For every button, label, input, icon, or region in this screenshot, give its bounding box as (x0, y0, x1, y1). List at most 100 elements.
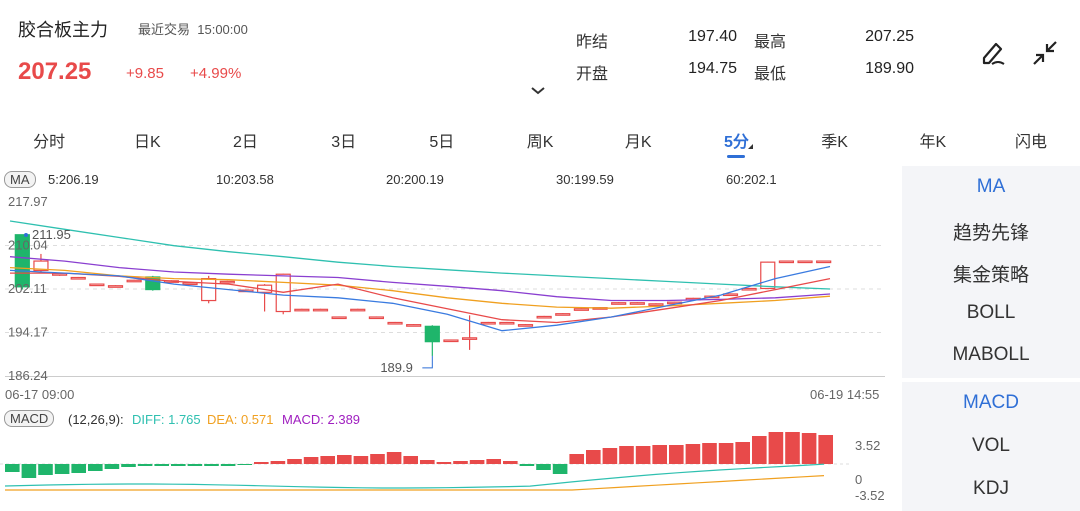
macd-bar (220, 464, 236, 466)
macd-bar (503, 461, 518, 464)
tab-label: 5分 (723, 134, 749, 151)
ma30-value: 30:199.59 (556, 172, 614, 187)
draw-pen-icon[interactable] (978, 38, 1008, 68)
candle-body (219, 280, 235, 284)
macd-bar (54, 464, 70, 474)
macd-bar (702, 443, 717, 464)
macd-bar (768, 432, 784, 464)
macd-bar (752, 436, 767, 464)
candle-body (89, 283, 105, 287)
stat-value-prev-settle: 197.40 (688, 28, 737, 45)
macd-bar (403, 456, 418, 464)
candle-body (778, 260, 795, 264)
macd-params: (12,26,9): (68, 412, 124, 427)
sub-indicator-panel: MACD VOL KDJ (902, 382, 1080, 511)
tab-label: 月K (624, 134, 652, 151)
indicator-trend-pioneer[interactable]: 趋势先锋 (952, 223, 1029, 244)
candle-body (480, 321, 496, 325)
candle-body (126, 279, 142, 283)
tab-1[interactable]: 日K (98, 120, 196, 160)
instrument-title: 胶合板主力 (18, 20, 108, 40)
time-axis-start: 06-17 09:00 (5, 387, 74, 402)
macd-bar (519, 464, 535, 466)
candle-body (201, 278, 217, 302)
stat-label-open: 开盘 (576, 66, 609, 83)
collapse-arrows-icon[interactable] (1030, 38, 1060, 68)
tab-2[interactable]: 2日 (196, 120, 294, 160)
candle-body (797, 260, 813, 264)
candle-body (555, 313, 571, 316)
macd-value: MACD: 2.389 (282, 412, 361, 427)
tab-5[interactable]: 周K (491, 120, 589, 160)
stat-value-low: 189.90 (865, 60, 914, 77)
indicator-fund-strategy[interactable]: 集金策略 (952, 265, 1029, 286)
tab-8[interactable]: 季K (786, 120, 884, 160)
candle-body (741, 287, 757, 291)
macd-axis-label: -3.52 (855, 488, 885, 503)
price-change: +9.85 (126, 65, 164, 82)
tab-3[interactable]: 3日 (295, 120, 393, 160)
macd-badge[interactable]: MACD (4, 410, 55, 427)
ma60-value: 60:202.1 (726, 172, 777, 187)
macd-bar (287, 459, 302, 464)
macd-bar (171, 464, 186, 466)
period-tabs: 分时 日K 2日 3日 5日 周K 月K 5分 季K 年K 闪电 (0, 120, 1080, 160)
tab-4[interactable]: 5日 (393, 120, 491, 160)
candle-body (107, 285, 124, 288)
chevron-down-icon[interactable] (530, 86, 546, 96)
trade-time: 15:00:00 (197, 22, 248, 37)
tab-label: 5日 (429, 134, 455, 151)
macd-bar (635, 446, 651, 464)
indicator-ma[interactable]: MA (976, 176, 1006, 197)
indicator-macd[interactable]: MACD (963, 392, 1019, 413)
macd-bar (486, 459, 501, 464)
tab-label: 日K (133, 134, 161, 151)
indicator-kdj[interactable]: KDJ (973, 478, 1009, 499)
macd-bar (38, 464, 53, 475)
macd-chart[interactable]: 3.52 0-3.52 (0, 430, 900, 511)
stat-value-high: 207.25 (865, 28, 914, 45)
candle-body (648, 303, 664, 306)
tab-10[interactable]: 闪电 (982, 120, 1080, 160)
recent-label: 最近交易 (138, 22, 191, 37)
candle-body (499, 321, 515, 325)
tab-7[interactable]: 5分 (687, 120, 785, 160)
macd-bar (652, 445, 667, 464)
price-axis-label: 194.17 (8, 325, 48, 340)
tab-underline (727, 155, 746, 158)
tab-9[interactable]: 年K (884, 120, 982, 160)
candle-body (331, 316, 347, 320)
kline-chart[interactable]: 217.97 210.04 202.11 194.17 186.24 211.95 189.… (0, 190, 900, 410)
price-axis-label: 202.11 (8, 281, 47, 296)
candle-body (424, 325, 440, 343)
candle-body (368, 316, 385, 320)
macd-bar (353, 456, 369, 464)
macd-diff: DIFF: 1.765 (132, 412, 201, 427)
tab-label: 年K (919, 134, 947, 151)
tab-dropdown-icon[interactable] (748, 144, 754, 149)
candle-body (387, 321, 403, 325)
macd-bar (187, 464, 203, 466)
candle-body (536, 315, 552, 319)
ma20-value: 20:200.19 (386, 172, 444, 187)
macd-axis-label: 0 (855, 472, 862, 487)
macd-bar (121, 464, 136, 467)
candle-body (461, 337, 478, 340)
indicator-boll[interactable]: BOLL (966, 302, 1016, 323)
macd-bar (386, 452, 402, 464)
macd-bar (254, 462, 269, 464)
macd-bar (270, 461, 286, 464)
macd-bar (685, 444, 701, 464)
ma-badge[interactable]: MA (4, 171, 36, 188)
tab-0[interactable]: 分时 (0, 120, 98, 160)
price-axis-label: 210.04 (8, 238, 48, 253)
indicator-vol[interactable]: VOL (971, 435, 1011, 456)
candle-body (816, 260, 832, 264)
macd-bar (536, 464, 551, 470)
indicator-maboll[interactable]: MABOLL (952, 344, 1030, 365)
macd-diff-line (4, 463, 825, 489)
macd-bar (71, 464, 86, 473)
candle-body (517, 324, 534, 327)
ma10-value: 10:203.58 (216, 172, 274, 187)
tab-6[interactable]: 月K (589, 120, 687, 160)
